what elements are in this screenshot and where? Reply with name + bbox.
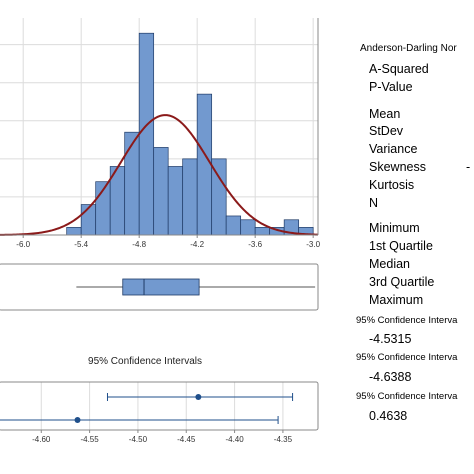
- histogram-bar-9: [196, 93, 213, 236]
- first-quartile-label: 1st Quartile: [369, 239, 433, 253]
- histogram-bar-0: [66, 227, 82, 236]
- histogram-bar-4: [124, 131, 140, 236]
- ci-background: [0, 382, 318, 430]
- p-value-label: P-Value: [369, 80, 413, 94]
- boxplot-box: [122, 278, 200, 296]
- normal-fit-curve: [0, 114, 319, 236]
- ci-mean-value: -4.5315: [369, 332, 412, 346]
- histogram-tick-label-0: -6.0: [16, 240, 30, 249]
- ci-tick-label-3: -4.45: [177, 435, 196, 444]
- stdev-label: StDev: [369, 124, 404, 138]
- skewness-value: -: [466, 160, 471, 174]
- skewness-label: Skewness: [369, 160, 426, 174]
- ci-center-point-1: [74, 417, 81, 423]
- histogram-tick-label-4: -3.6: [248, 240, 262, 249]
- n-label: N: [369, 196, 379, 210]
- histogram-tick-label-3: -4.2: [190, 240, 204, 249]
- ad-test-title: Anderson-Darling Nor: [360, 43, 457, 54]
- ci-tick-label-5: -4.35: [274, 435, 293, 444]
- histogram-tick-label-5: -3.0: [306, 240, 320, 249]
- mean-label: Mean: [369, 107, 401, 121]
- ci-tick-label-4: -4.40: [225, 435, 244, 444]
- a-squared-label: A-Squared: [369, 62, 429, 76]
- histogram-bar-11: [225, 215, 242, 236]
- histogram-tick-label-1: -5.4: [74, 240, 88, 249]
- ci-median-heading: 95% Confidence Interva: [356, 352, 458, 363]
- ci-frame: [0, 381, 319, 431]
- third-quartile-label: 3rd Quartile: [369, 275, 435, 289]
- histogram-bar-7: [167, 166, 184, 236]
- median-label: Median: [369, 257, 410, 271]
- ci-tick-label-0: -4.60: [32, 435, 51, 444]
- maximum-label: Maximum: [369, 293, 424, 307]
- ci-stdev-value: 0.4638: [369, 409, 408, 423]
- ci-center-point-0: [195, 394, 202, 400]
- ci-median-value: -4.6388: [369, 370, 412, 384]
- histogram-bar-8: [182, 158, 198, 236]
- histogram-bar-12: [240, 219, 256, 236]
- ci-mean-heading: 95% Confidence Interva: [356, 315, 458, 326]
- kurtosis-label: Kurtosis: [369, 178, 415, 192]
- histogram-bar-13: [254, 227, 271, 236]
- histogram-bar-5: [138, 32, 155, 236]
- ci-stdev-heading: 95% Confidence Interva: [356, 391, 458, 402]
- histogram-bar-6: [153, 147, 169, 236]
- variance-label: Variance: [369, 142, 418, 156]
- minimum-label: Minimum: [369, 221, 420, 235]
- ci-tick-label-2: -4.50: [129, 435, 148, 444]
- ci-tick-label-1: -4.55: [80, 435, 99, 444]
- ci-chart-title: 95% Confidence Intervals: [88, 356, 202, 367]
- histogram-tick-label-2: -4.8: [132, 240, 146, 249]
